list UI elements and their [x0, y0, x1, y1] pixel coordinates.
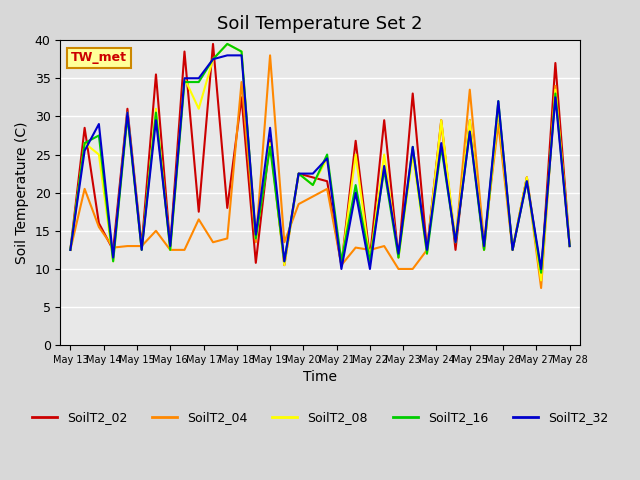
Y-axis label: Soil Temperature (C): Soil Temperature (C): [15, 121, 29, 264]
Legend: SoilT2_02, SoilT2_04, SoilT2_08, SoilT2_16, SoilT2_32: SoilT2_02, SoilT2_04, SoilT2_08, SoilT2_…: [27, 407, 613, 430]
Text: TW_met: TW_met: [71, 51, 127, 64]
Title: Soil Temperature Set 2: Soil Temperature Set 2: [217, 15, 423, 33]
X-axis label: Time: Time: [303, 371, 337, 384]
